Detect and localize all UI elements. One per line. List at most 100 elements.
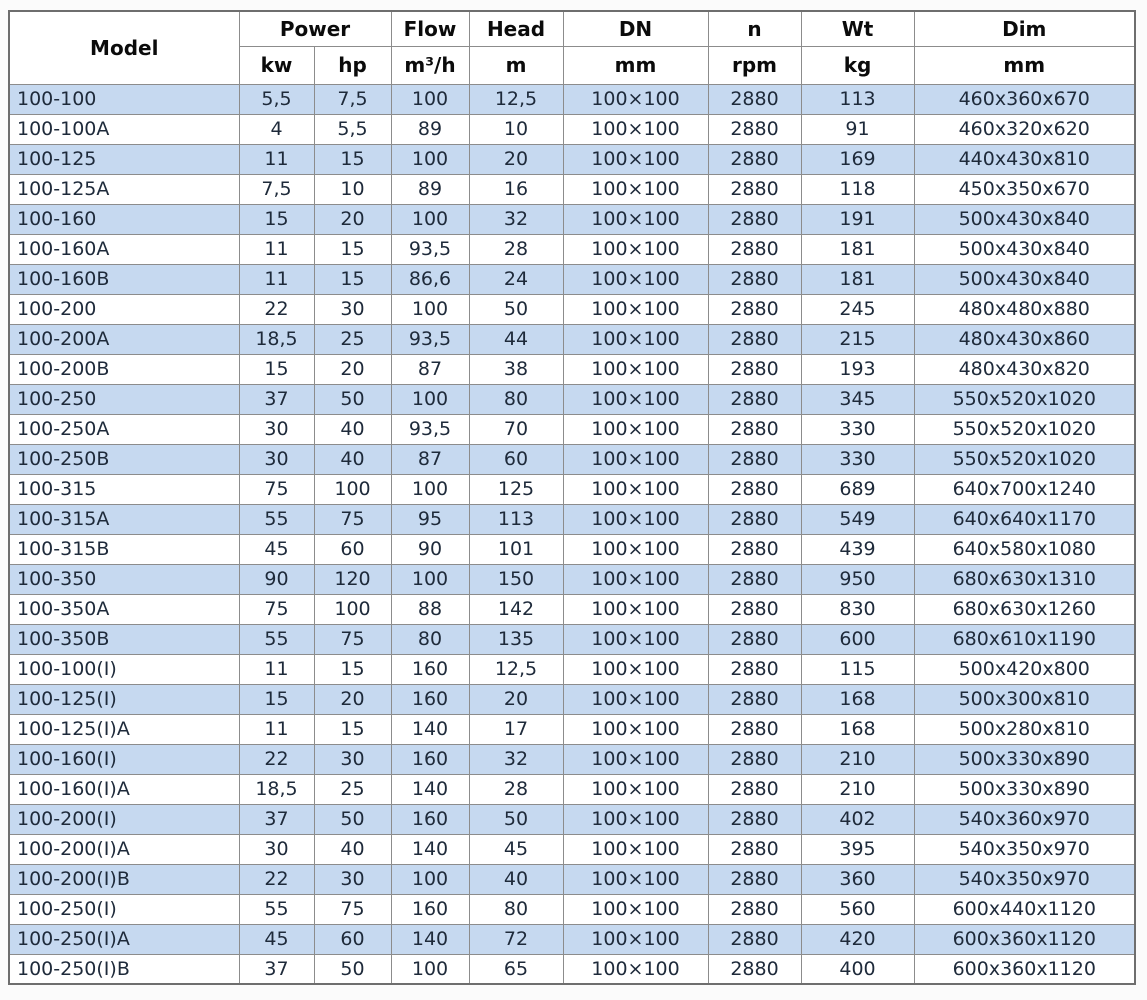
model-cell: 100-250 [8,383,240,415]
power-kw-cell: 22 [238,743,315,775]
table-row: 100-315B 45 60 90 101 100×100 2880 439 6… [8,533,1136,565]
flow-cell: 100 [390,203,470,235]
flow-cell: 100 [390,863,470,895]
flow-cell: 160 [390,743,470,775]
table-row: 100-315 75 100 100 125 100×100 2880 689 … [8,473,1136,505]
head-cell: 65 [468,953,564,985]
rpm-cell: 2880 [707,623,802,655]
dn-cell: 100×100 [562,713,709,745]
table-row: 100-200(I)A 30 40 140 45 100×100 2880 39… [8,833,1136,865]
power-hp-cell: 60 [313,533,392,565]
model-cell: 100-315 [8,473,240,505]
dn-cell: 100×100 [562,293,709,325]
table-row: 100-100 5,5 7,5 100 12,5 100×100 2880 11… [8,83,1136,115]
power-kw-cell: 15 [238,353,315,385]
flow-cell: 140 [390,773,470,805]
flow-cell: 86,6 [390,263,470,295]
power-kw-cell: 37 [238,803,315,835]
power-hp-cell: 15 [313,653,392,685]
power-kw-cell: 15 [238,683,315,715]
head-cell: 10 [468,113,564,145]
power-hp-cell: 75 [313,503,392,535]
weight-cell: 549 [800,503,915,535]
dim-cell: 640x580x1080 [913,533,1136,565]
table-row: 100-200B 15 20 87 38 100×100 2880 193 48… [8,353,1136,385]
flow-cell: 140 [390,923,470,955]
model-cell: 100-125A [8,173,240,205]
model-cell: 100-160A [8,233,240,265]
power-kw-cell: 75 [238,473,315,505]
unit-kw: kw [238,45,315,85]
dim-cell: 600x440x1120 [913,893,1136,925]
flow-cell: 100 [390,83,470,115]
flow-cell: 140 [390,833,470,865]
dim-cell: 640x700x1240 [913,473,1136,505]
flow-cell: 93,5 [390,413,470,445]
power-kw-cell: 22 [238,293,315,325]
model-cell: 100-250A [8,413,240,445]
model-cell: 100-250B [8,443,240,475]
model-cell: 100-125 [8,143,240,175]
dim-cell: 480x430x860 [913,323,1136,355]
head-cell: 32 [468,743,564,775]
head-cell: 60 [468,443,564,475]
power-hp-cell: 20 [313,203,392,235]
head-cell: 80 [468,383,564,415]
rpm-cell: 2880 [707,863,802,895]
header-row-units: kw hp m³/h m mm rpm kg mm [9,45,1136,85]
power-kw-cell: 11 [238,143,315,175]
weight-cell: 181 [800,263,915,295]
rpm-cell: 2880 [707,293,802,325]
head-cell: 28 [468,773,564,805]
rpm-cell: 2880 [707,383,802,415]
head-cell: 12,5 [468,653,564,685]
dn-cell: 100×100 [562,533,709,565]
power-hp-cell: 75 [313,623,392,655]
header-wt: Wt [800,10,915,47]
weight-cell: 402 [800,803,915,835]
table-row: 100-100A 4 5,5 89 10 100×100 2880 91 460… [8,113,1136,145]
head-cell: 50 [468,293,564,325]
dim-cell: 500x420x800 [913,653,1136,685]
dim-cell: 540x350x970 [913,833,1136,865]
unit-head: m [468,45,564,85]
table-row: 100-350A 75 100 88 142 100×100 2880 830 … [8,593,1136,625]
weight-cell: 400 [800,953,915,985]
power-hp-cell: 120 [313,563,392,595]
power-kw-cell: 55 [238,503,315,535]
rpm-cell: 2880 [707,743,802,775]
rpm-cell: 2880 [707,173,802,205]
power-hp-cell: 10 [313,173,392,205]
rpm-cell: 2880 [707,113,802,145]
flow-cell: 89 [390,173,470,205]
rpm-cell: 2880 [707,653,802,685]
dn-cell: 100×100 [562,593,709,625]
weight-cell: 115 [800,653,915,685]
model-cell: 100-200(I)A [8,833,240,865]
power-hp-cell: 50 [313,383,392,415]
dn-cell: 100×100 [562,473,709,505]
power-kw-cell: 18,5 [238,323,315,355]
flow-cell: 95 [390,503,470,535]
flow-cell: 88 [390,593,470,625]
model-cell: 100-315B [8,533,240,565]
model-cell: 100-200(I) [8,803,240,835]
flow-cell: 93,5 [390,233,470,265]
dn-cell: 100×100 [562,233,709,265]
dim-cell: 500x430x840 [913,263,1136,295]
model-cell: 100-250(I) [8,893,240,925]
model-cell: 100-160(I) [8,743,240,775]
power-hp-cell: 30 [313,863,392,895]
table-row: 100-315A 55 75 95 113 100×100 2880 549 6… [8,503,1136,535]
dim-cell: 460x360x670 [913,83,1136,115]
model-cell: 100-125(I) [8,683,240,715]
head-cell: 72 [468,923,564,955]
power-kw-cell: 11 [238,263,315,295]
dn-cell: 100×100 [562,263,709,295]
power-kw-cell: 37 [238,383,315,415]
model-cell: 100-100 [8,83,240,115]
dn-cell: 100×100 [562,563,709,595]
dim-cell: 500x330x890 [913,743,1136,775]
table-row: 100-200A 18,5 25 93,5 44 100×100 2880 21… [8,323,1136,355]
